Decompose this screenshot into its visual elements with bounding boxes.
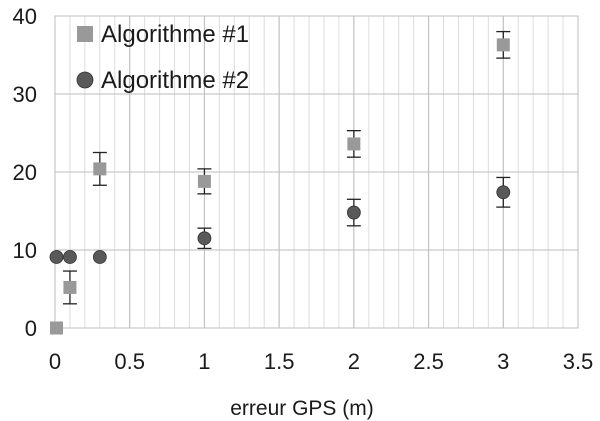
- x-tick-label: 2: [348, 349, 360, 374]
- x-tick-label: 3.5: [563, 349, 594, 374]
- data-point-square: [197, 174, 211, 188]
- data-point-circle: [49, 250, 64, 264]
- legend: Algorithme #1 Algorithme #2: [76, 21, 249, 94]
- y-tick-label: 40: [13, 4, 37, 29]
- y-tick-label: 20: [13, 160, 37, 185]
- plot-frame: [54, 15, 579, 329]
- y-tick-label: 30: [13, 82, 37, 107]
- data-point-circle: [63, 250, 77, 264]
- axes: [54, 15, 579, 329]
- data-point-circle: [197, 231, 212, 246]
- x-tick-label: 3: [497, 349, 509, 374]
- major-grid: [54, 15, 579, 329]
- data-point-circle: [496, 185, 511, 200]
- x-tick-label: 1.5: [264, 349, 295, 374]
- legend-label: Algorithme #1: [101, 21, 249, 48]
- x-tick-label: 0: [49, 349, 61, 374]
- data-point-square: [93, 162, 107, 176]
- legend-marker-circle: [76, 71, 94, 89]
- legend-label: Algorithme #2: [101, 67, 249, 94]
- tick-labels: 0 0.5 1 1.5 2 2.5 3 3.5 0 10 20 30 40: [13, 4, 594, 374]
- data-marks: [49, 30, 511, 335]
- x-axis-title: erreur GPS (m): [230, 397, 374, 420]
- x-tick-label: 0.5: [114, 349, 145, 374]
- data-point-square: [49, 321, 63, 335]
- data-point-circle: [346, 205, 361, 220]
- y-tick-label: 0: [25, 316, 37, 341]
- data-point-square: [63, 280, 77, 294]
- y-tick-label: 10: [13, 238, 37, 263]
- x-tick-label: 2.5: [413, 349, 444, 374]
- data-point-square: [347, 137, 361, 151]
- data-point-circle: [92, 250, 107, 264]
- x-tick-label: 1: [198, 349, 210, 374]
- data-point-square: [496, 38, 510, 52]
- legend-marker-square: [77, 26, 93, 42]
